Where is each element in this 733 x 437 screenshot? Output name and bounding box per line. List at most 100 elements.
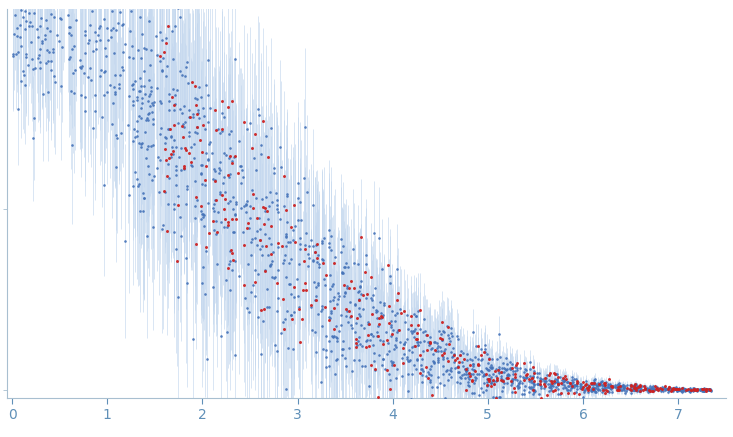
Point [128,98,139,105]
Point [388,346,400,353]
Point [502,374,514,381]
Point [424,340,435,347]
Point [705,387,717,394]
Point [574,380,586,387]
Point [632,386,644,393]
Point [613,380,625,387]
Point [230,199,242,206]
Point [461,364,473,371]
Point [190,215,202,222]
Point [133,139,145,146]
Point [373,352,385,359]
Point [154,52,166,59]
Point [299,279,311,286]
Point [424,370,435,377]
Point [446,353,458,360]
Point [458,371,470,378]
Point [524,365,536,372]
Point [51,32,62,39]
Point [210,177,221,184]
Point [486,356,498,363]
Point [251,227,263,234]
Point [198,212,210,218]
Point [207,149,218,156]
Point [641,385,653,392]
Point [564,380,576,387]
Point [241,126,253,133]
Point [514,365,526,372]
Point [432,355,444,362]
Point [63,23,75,30]
Point [249,234,261,241]
Point [453,368,465,375]
Point [472,356,484,363]
Point [382,340,394,347]
Point [463,371,474,378]
Point [435,330,446,337]
Point [399,338,410,345]
Point [271,197,283,204]
Point [551,376,563,383]
Point [224,248,236,255]
Point [172,4,184,11]
Point [539,375,551,382]
Point [208,208,220,215]
Point [224,257,236,264]
Point [174,14,185,21]
Point [344,313,356,320]
Point [583,382,594,389]
Point [199,113,210,120]
Point [249,278,261,285]
Point [603,384,615,391]
Point [688,386,699,393]
Point [511,383,523,390]
Point [285,312,297,319]
Point [45,10,57,17]
Point [460,367,472,374]
Point [573,390,585,397]
Point [325,233,337,240]
Point [590,389,602,396]
Point [642,385,654,392]
Point [417,348,429,355]
Point [223,173,235,180]
Point [222,103,234,110]
Point [290,223,301,230]
Point [670,385,682,392]
Point [416,378,428,385]
Point [482,376,493,383]
Point [397,373,408,380]
Point [560,375,572,382]
Point [373,321,385,328]
Point [380,328,391,335]
Point [190,241,202,248]
Point [157,222,169,229]
Point [39,31,51,38]
Point [298,123,310,130]
Point [556,381,568,388]
Point [442,376,454,383]
Point [45,66,57,73]
Point [177,110,188,117]
Point [698,385,710,392]
Point [276,329,287,336]
Point [360,251,372,258]
Point [695,387,707,394]
Point [558,378,570,385]
Point [591,382,603,388]
Point [644,382,656,389]
Point [534,375,545,382]
Point [538,377,550,384]
Point [377,314,388,321]
Point [677,388,688,395]
Point [687,385,699,392]
Point [482,382,494,389]
Point [224,144,236,151]
Point [105,26,117,33]
Point [353,310,365,317]
Point [700,387,712,394]
Point [292,304,304,311]
Point [202,91,214,98]
Point [339,264,351,271]
Point [196,162,208,169]
